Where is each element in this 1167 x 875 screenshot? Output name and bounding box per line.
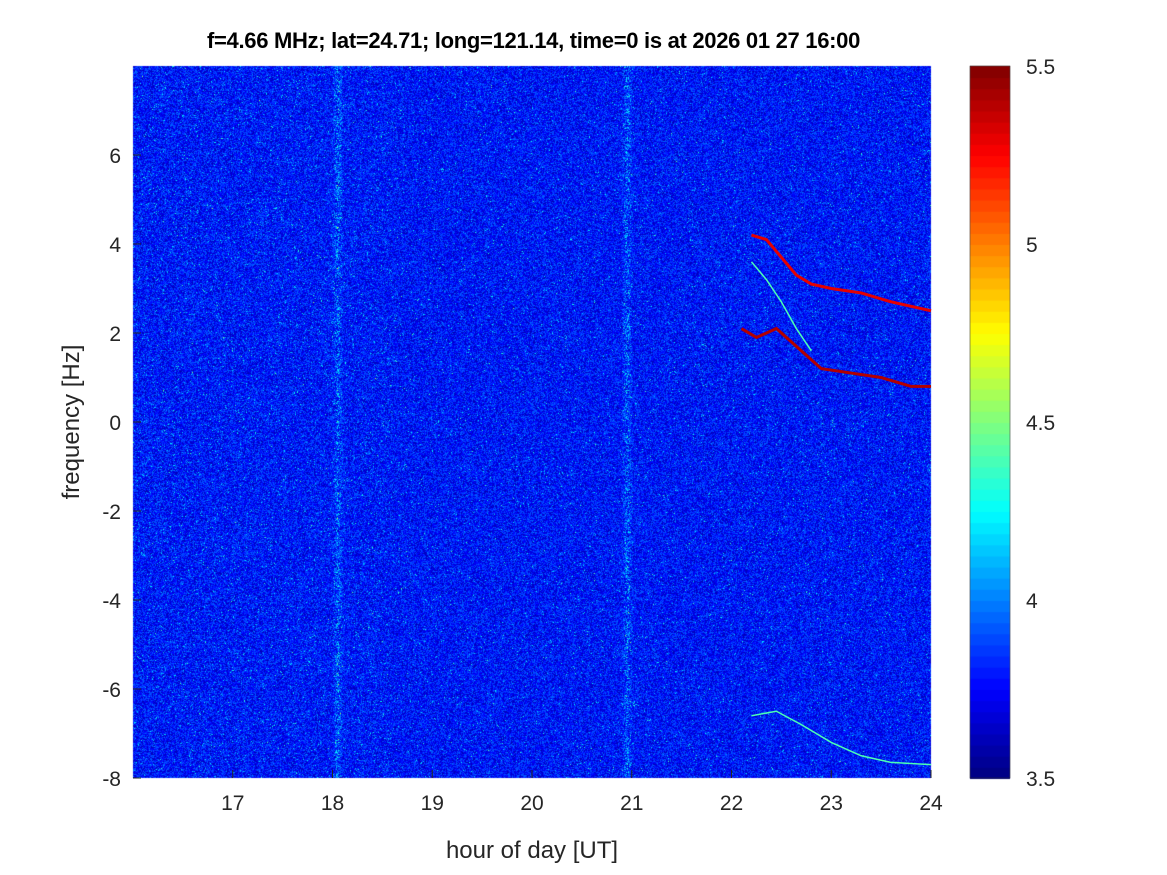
x-tick-label: 22 — [720, 792, 743, 815]
colorbar — [969, 65, 1011, 779]
colorbar-tick-label: 4.5 — [1026, 412, 1055, 435]
colorbar-tick-label: 5 — [1026, 234, 1038, 257]
x-tick-label: 17 — [221, 792, 244, 815]
y-tick-label: 6 — [109, 145, 121, 168]
y-tick-label: -2 — [102, 501, 121, 524]
y-tick-label: 2 — [109, 323, 121, 346]
x-axis-label: hour of day [UT] — [446, 837, 618, 864]
x-tick-label: 23 — [820, 792, 843, 815]
y-tick-label: 0 — [109, 412, 121, 435]
y-tick-label: -6 — [102, 679, 121, 702]
chart-title: f=4.66 MHz; lat=24.71; long=121.14, time… — [206, 28, 861, 53]
x-tick-label: 21 — [620, 792, 643, 815]
y-tick-label: -4 — [102, 590, 121, 613]
x-tick-label: 19 — [421, 792, 444, 815]
x-tick-label: 24 — [919, 792, 943, 815]
colorbar-tick-label: 3.5 — [1026, 768, 1055, 791]
colorbar-tick-label: 5.5 — [1026, 56, 1055, 79]
upper-doppler-trace — [751, 233, 932, 313]
lower-doppler-trace — [740, 326, 931, 388]
faint-bottom-trace — [751, 710, 932, 766]
x-tick-label: 20 — [520, 792, 543, 815]
colorbar-tick-label: 4 — [1026, 590, 1038, 613]
y-tick-label: -8 — [102, 768, 121, 791]
x-tick-label: 18 — [321, 792, 344, 815]
y-axis-label: frequency [Hz] — [58, 345, 85, 500]
faint-middle-trace — [750, 261, 812, 352]
y-tick-label: 4 — [109, 234, 121, 257]
